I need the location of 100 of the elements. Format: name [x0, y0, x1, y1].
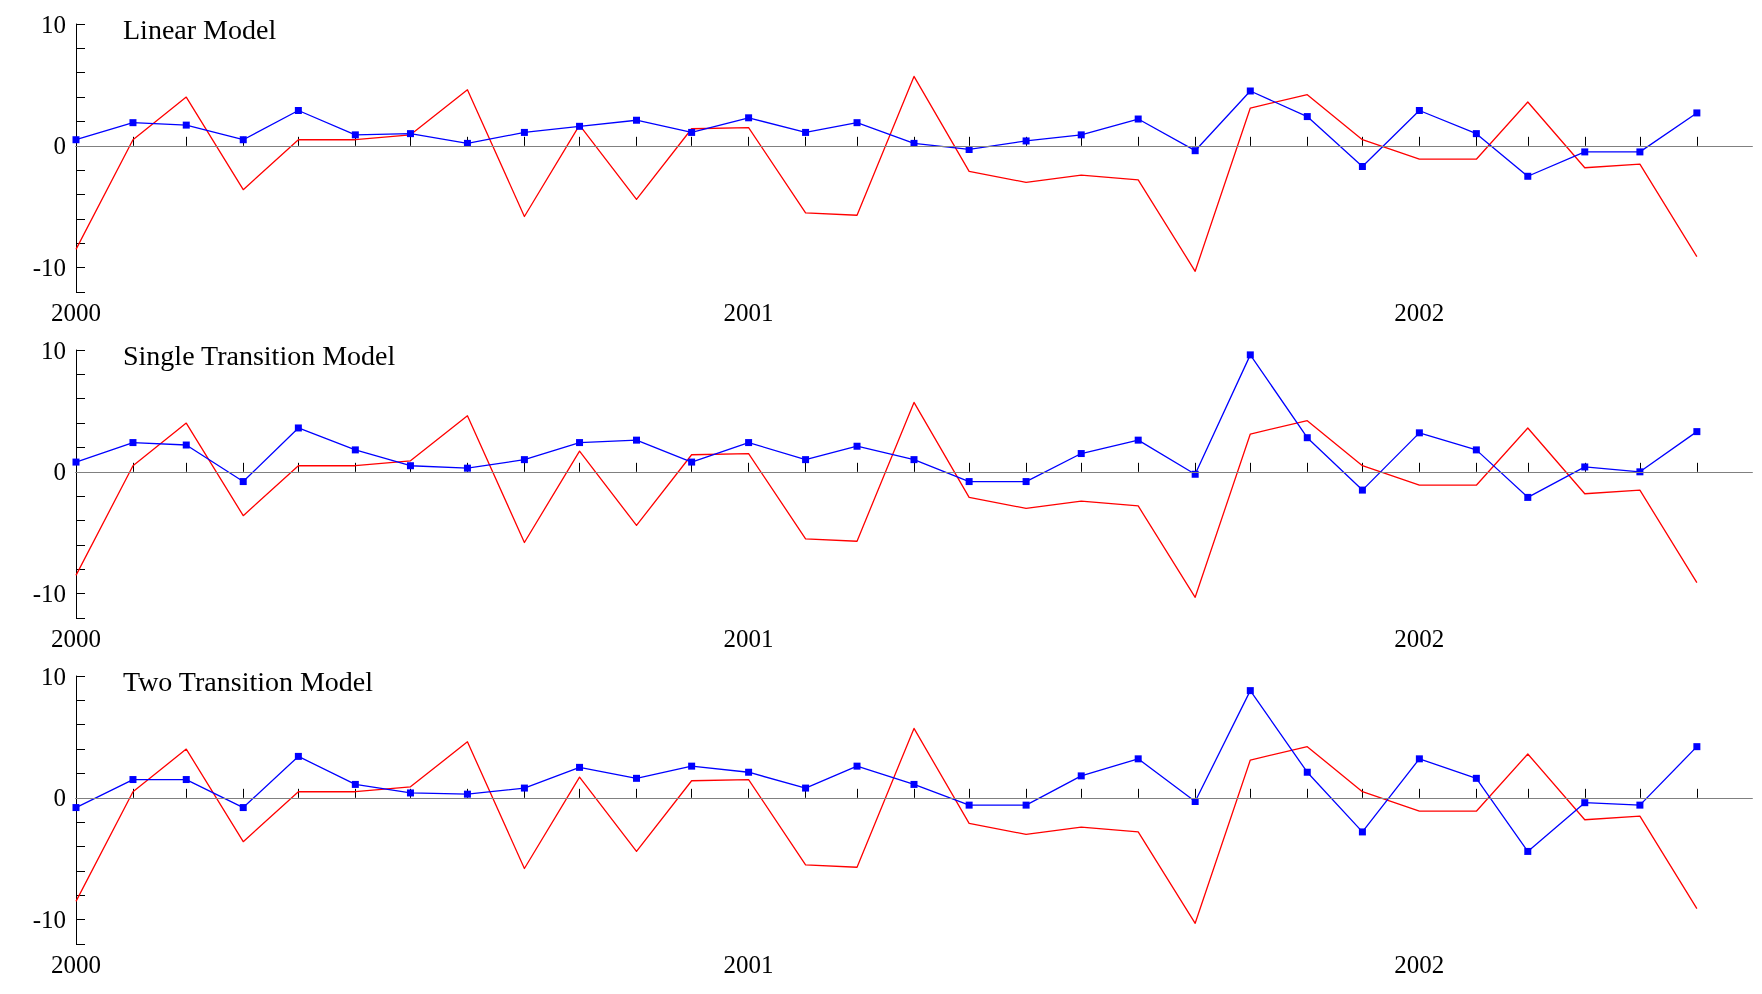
point: [1415, 755, 1423, 763]
point: [688, 458, 696, 466]
point: [129, 776, 137, 784]
point: [1134, 755, 1142, 763]
point: [1636, 801, 1644, 809]
point: [294, 752, 302, 760]
point: [1077, 450, 1085, 458]
point: [1134, 436, 1142, 444]
x-tick-label: 2002: [1394, 299, 1445, 326]
y-tick-label: 10: [41, 662, 66, 690]
point: [406, 789, 414, 797]
point: [72, 458, 80, 466]
y-tick-label: -10: [32, 906, 66, 934]
chart-title: Single Transition Model: [123, 339, 396, 371]
point: [576, 439, 584, 447]
line-series: [75, 727, 1698, 924]
point: [1472, 446, 1480, 454]
point: [406, 462, 414, 470]
y-tick-label: -10: [32, 254, 66, 282]
point: [688, 762, 696, 770]
y-tick-label: -10: [32, 580, 66, 608]
x-tick-label: 2000: [51, 625, 101, 652]
point: [182, 121, 190, 129]
point: [1358, 163, 1366, 171]
point: [1246, 687, 1254, 695]
point: [1693, 428, 1701, 436]
x-tick-label: 2000: [51, 299, 101, 326]
point: [1246, 351, 1254, 359]
point: [576, 763, 584, 771]
point: [1581, 148, 1589, 156]
y-tick-label: 0: [53, 132, 66, 160]
point: [802, 456, 810, 464]
point: [351, 780, 359, 788]
point: [853, 762, 861, 770]
point: [1358, 486, 1366, 494]
point: [1693, 109, 1701, 117]
point: [1303, 434, 1311, 442]
point: [1134, 115, 1142, 123]
x-tick-label: 2001: [723, 299, 774, 326]
point: [1524, 172, 1532, 180]
point: [463, 464, 471, 472]
y-tick-label: 0: [53, 784, 66, 812]
point: [745, 114, 753, 122]
point: [1581, 799, 1589, 807]
chart-title: Linear Model: [123, 13, 277, 45]
chart-title: Two Transition Model: [123, 665, 374, 697]
point: [1303, 113, 1311, 121]
point: [72, 804, 80, 812]
point: [1358, 828, 1366, 836]
point: [1246, 87, 1254, 95]
point: [965, 478, 973, 486]
point: [688, 128, 696, 136]
point: [294, 106, 302, 114]
point: [910, 456, 918, 464]
point: [239, 478, 247, 486]
point: [351, 446, 359, 454]
x-tick-label: 2001: [723, 625, 774, 652]
point: [1693, 743, 1701, 751]
point: [633, 116, 640, 124]
point: [853, 442, 861, 450]
point: [1472, 130, 1480, 138]
point: [802, 784, 810, 792]
point: [182, 776, 190, 784]
point: [745, 768, 753, 776]
point: [802, 128, 810, 136]
point: [182, 441, 190, 449]
y-tick-label: 10: [41, 336, 66, 364]
point: [965, 801, 973, 809]
point: [239, 136, 247, 144]
point: [1022, 137, 1030, 145]
point: [1191, 147, 1199, 155]
point: [1415, 429, 1423, 437]
point: [1303, 768, 1311, 776]
point: [129, 119, 137, 127]
point: [1415, 106, 1423, 114]
point: [1077, 131, 1085, 139]
point: [1022, 801, 1030, 809]
point: [1636, 148, 1644, 156]
line-series: [75, 75, 1698, 272]
point: [463, 790, 471, 798]
y-tick-label: 10: [41, 10, 66, 38]
point: [633, 436, 640, 444]
x-tick-label: 2002: [1394, 625, 1445, 652]
line-series: [75, 401, 1698, 598]
point: [129, 439, 137, 447]
point: [1524, 847, 1532, 855]
point: [1077, 772, 1085, 780]
point: [520, 784, 528, 792]
point: [406, 130, 414, 138]
point: [1581, 463, 1589, 471]
y-tick-label: 0: [53, 458, 66, 486]
point: [239, 804, 247, 812]
point: [294, 424, 302, 432]
point: [520, 128, 528, 136]
point: [72, 136, 80, 144]
point: [853, 119, 861, 127]
point: [520, 456, 528, 464]
point: [1472, 774, 1480, 782]
x-tick-label: 2001: [723, 951, 774, 978]
point: [1524, 493, 1532, 501]
